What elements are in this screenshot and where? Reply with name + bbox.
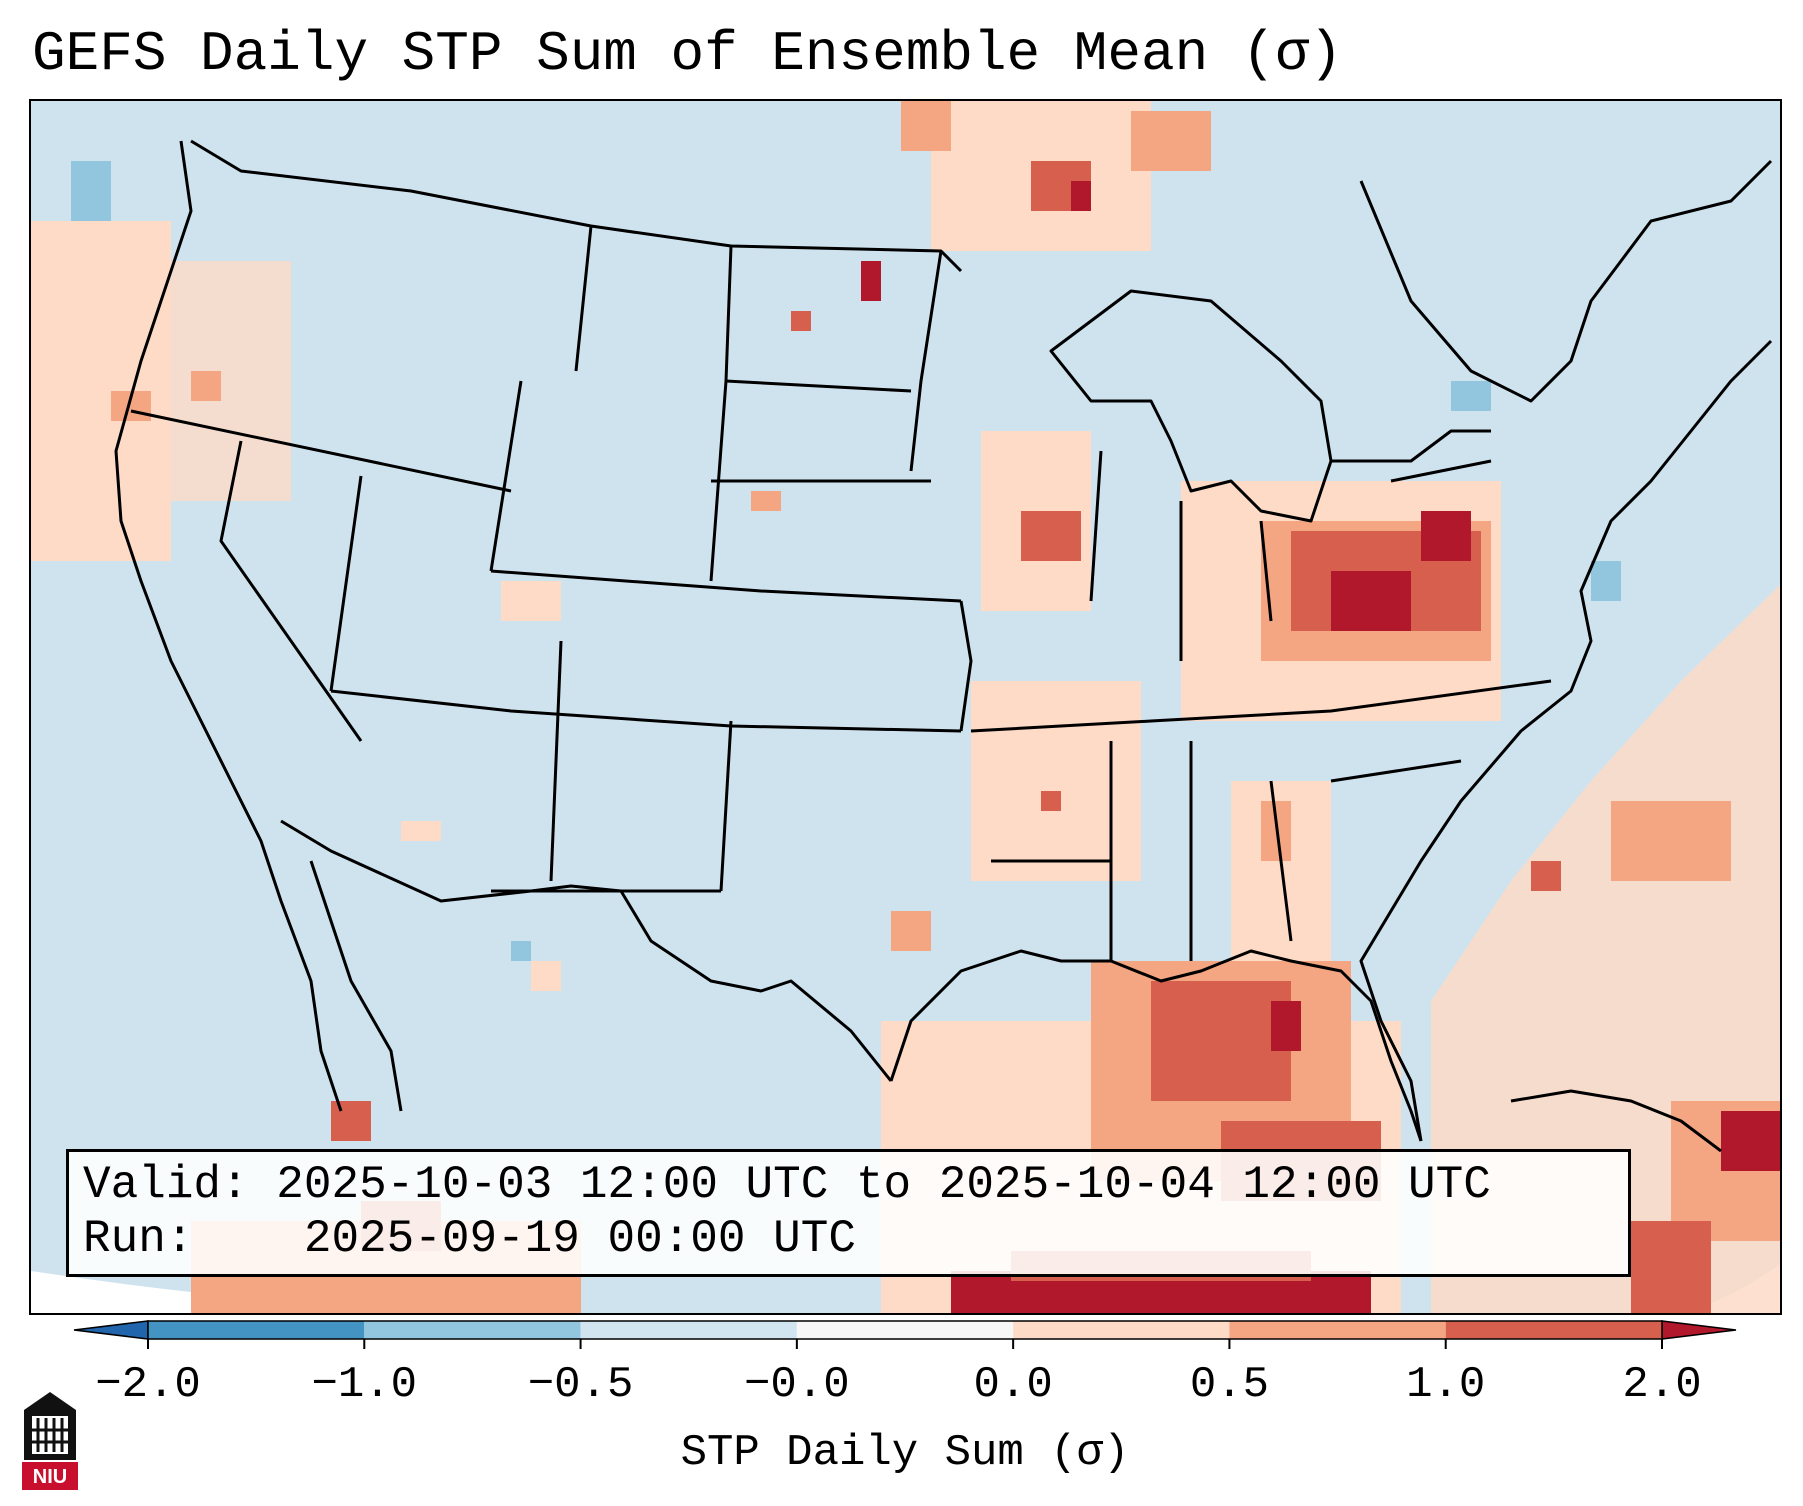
colorbar-segment (148, 1321, 365, 1339)
colorbar-tick-label: −0.5 (527, 1360, 634, 1410)
niu-logo-text: NIU (33, 1466, 67, 1488)
boundaries (114, 139, 1773, 1153)
colorbar-segment (796, 1321, 1014, 1339)
map-svg (31, 101, 1780, 1313)
valid-value: 2025-10-03 12:00 UTC to 2025-10-04 12:00… (276, 1159, 1491, 1211)
colorbar-segment (1013, 1321, 1230, 1339)
colorbar-over-arrow (1661, 1320, 1737, 1340)
colorbar-tick-label: 0.0 (973, 1360, 1053, 1410)
colorbar-tick-label: −1.0 (311, 1360, 418, 1410)
colorbar-segment (1445, 1321, 1662, 1339)
run-label: Run: (83, 1213, 194, 1265)
colorbar-tick-label: −0.0 (744, 1360, 850, 1410)
colorbar-segment (1229, 1321, 1446, 1339)
colorbar-tick-label: 2.0 (1622, 1360, 1702, 1410)
colorbar-tick-label: 1.0 (1406, 1360, 1486, 1410)
map-title: GEFS Daily STP Sum of Ensemble Mean (σ) (32, 22, 1343, 86)
colorbar-segment (364, 1321, 581, 1339)
valid-run-info-box: Valid: 2025-10-03 12:00 UTC to 2025-10-0… (66, 1149, 1631, 1277)
colorbar-tick-label: 0.5 (1189, 1360, 1270, 1410)
map-panel (29, 99, 1782, 1315)
valid-label: Valid: (83, 1159, 249, 1211)
colorbar-label: STP Daily Sum (σ) (680, 1428, 1130, 1478)
colorbar-border (147, 1320, 1663, 1340)
niu-logo: NIU (22, 1392, 78, 1490)
anomaly-field (31, 101, 1780, 1313)
run-value: 2025-09-19 00:00 UTC (303, 1213, 856, 1265)
colorbar-segment (580, 1321, 797, 1339)
colorbar-under-arrow (73, 1320, 149, 1340)
colorbar-tick-label: −2.0 (95, 1360, 201, 1410)
projection-edge (31, 1271, 441, 1313)
